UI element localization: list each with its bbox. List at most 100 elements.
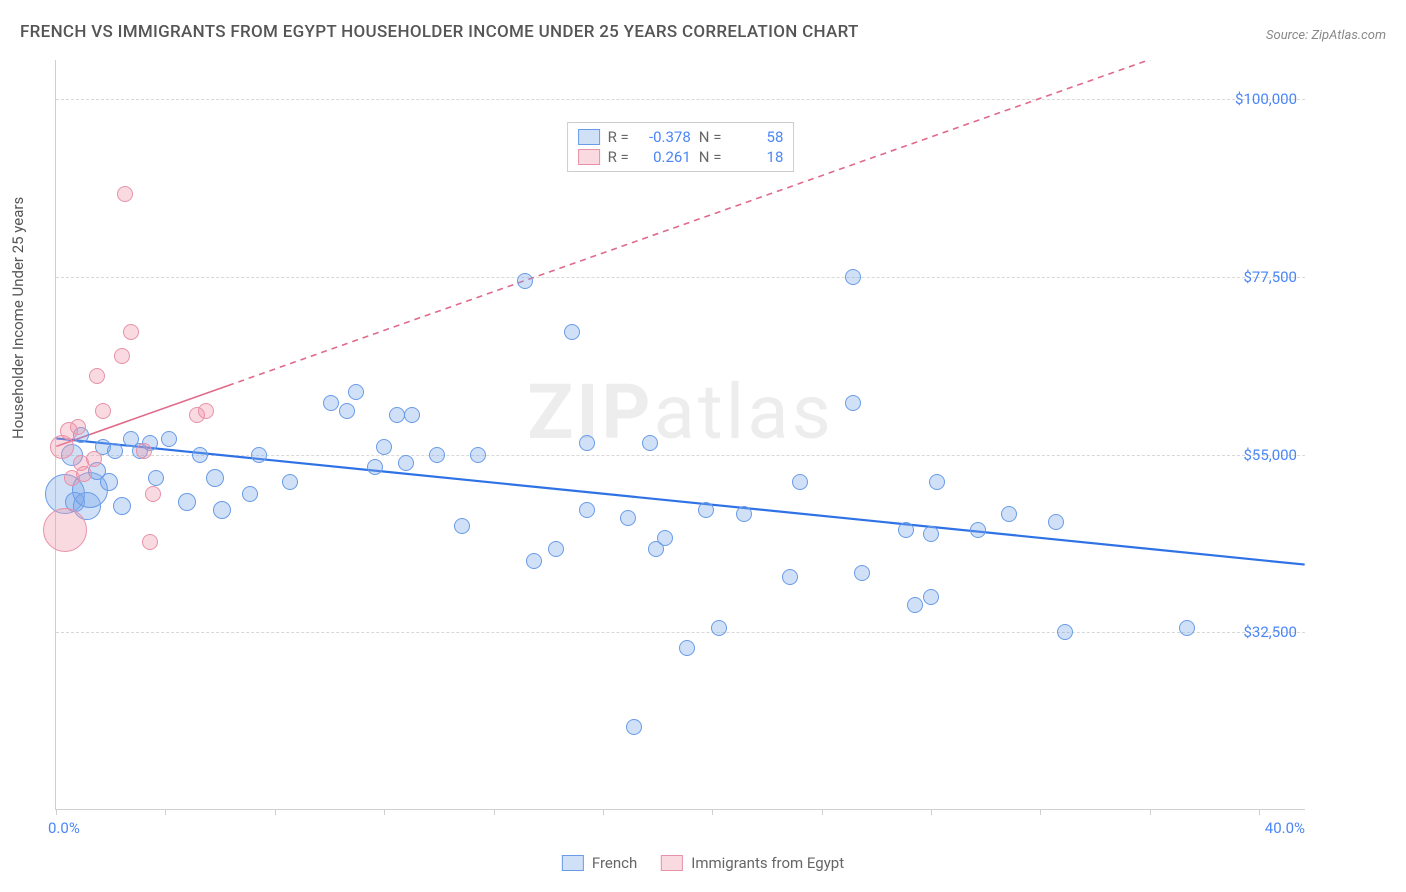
data-point: [89, 368, 105, 384]
data-point: [178, 493, 196, 511]
swatch-series1: [578, 129, 600, 145]
swatch-series2: [578, 149, 600, 165]
chart-title: FRENCH VS IMMIGRANTS FROM EGYPT HOUSEHOL…: [20, 22, 859, 42]
x-tick: [1040, 809, 1041, 815]
source-label: Source: ZipAtlas.com: [1266, 28, 1386, 43]
data-point: [517, 273, 533, 289]
data-point: [206, 469, 224, 487]
data-point: [43, 508, 87, 552]
legend-label-series2: Immigrants from Egypt: [691, 854, 844, 872]
x-tick: [712, 809, 713, 815]
data-point: [1057, 624, 1073, 640]
y-tick-label: $77,500: [1243, 268, 1297, 286]
x-tick: [165, 809, 166, 815]
data-point: [114, 348, 130, 364]
data-point: [854, 565, 870, 581]
data-point: [145, 486, 161, 502]
data-point: [923, 589, 939, 605]
x-tick: [384, 809, 385, 815]
data-point: [620, 510, 636, 526]
swatch-series2-icon: [661, 855, 683, 871]
x-tick: [1150, 809, 1151, 815]
data-point: [161, 431, 177, 447]
data-point: [323, 395, 339, 411]
data-point: [251, 447, 267, 463]
data-point: [923, 526, 939, 542]
y-tick-label: $100,000: [1235, 90, 1297, 108]
data-point: [70, 419, 86, 435]
stats-row-series1: R =-0.378 N =58: [578, 127, 784, 147]
x-tick: [822, 809, 823, 815]
data-point: [123, 324, 139, 340]
data-point: [1179, 620, 1195, 636]
data-point: [454, 518, 470, 534]
x-tick: [275, 809, 276, 815]
data-point: [929, 474, 945, 490]
x-tick: [1259, 809, 1260, 815]
data-point: [282, 474, 298, 490]
data-point: [792, 474, 808, 490]
data-point: [657, 530, 673, 546]
data-point: [736, 506, 752, 522]
data-point: [642, 435, 658, 451]
data-point: [907, 597, 923, 613]
data-point: [404, 407, 420, 423]
y-tick-label: $55,000: [1243, 446, 1297, 464]
data-point: [348, 384, 364, 400]
x-tick: [931, 809, 932, 815]
data-point: [117, 186, 133, 202]
x-axis-max: 40.0%: [1265, 819, 1305, 837]
data-point: [192, 447, 208, 463]
data-point: [1048, 514, 1064, 530]
stats-row-series2: R =0.261 N =18: [578, 147, 784, 167]
x-tick: [494, 809, 495, 815]
data-point: [76, 466, 92, 482]
data-point: [548, 541, 564, 557]
legend-item-series1: French: [562, 854, 637, 872]
data-point: [1001, 506, 1017, 522]
data-point: [579, 435, 595, 451]
data-point: [845, 395, 861, 411]
bottom-legend: French Immigrants from Egypt: [562, 854, 844, 872]
legend-item-series2: Immigrants from Egypt: [661, 854, 844, 872]
gridline: [56, 455, 1305, 456]
data-point: [398, 455, 414, 471]
data-point: [782, 569, 798, 585]
data-point: [136, 443, 152, 459]
data-point: [526, 553, 542, 569]
data-point: [429, 447, 445, 463]
stats-legend: R =-0.378 N =58 R =0.261 N =18: [567, 122, 795, 172]
gridline: [56, 632, 1305, 633]
x-tick: [56, 809, 57, 815]
data-point: [376, 439, 392, 455]
x-axis-min: 0.0%: [48, 819, 80, 837]
data-point: [113, 497, 131, 515]
legend-label-series1: French: [592, 854, 637, 872]
data-point: [213, 501, 231, 519]
watermark: ZIPatlas: [527, 367, 834, 457]
data-point: [198, 403, 214, 419]
data-point: [711, 620, 727, 636]
data-point: [339, 403, 355, 419]
gridline: [56, 99, 1305, 100]
data-point: [679, 640, 695, 656]
data-point: [970, 522, 986, 538]
data-point: [367, 459, 383, 475]
gridline: [56, 277, 1305, 278]
data-point: [698, 502, 714, 518]
data-point: [142, 534, 158, 550]
y-axis-label: Householder Income Under 25 years: [9, 197, 27, 439]
data-point: [626, 719, 642, 735]
y-tick-label: $32,500: [1243, 623, 1297, 641]
data-point: [845, 269, 861, 285]
data-point: [389, 407, 405, 423]
data-point: [564, 324, 580, 340]
data-point: [579, 502, 595, 518]
data-point: [86, 451, 102, 467]
plot-area: ZIPatlas $32,500$55,000$77,500$100,000 0…: [55, 60, 1305, 810]
data-point: [95, 403, 111, 419]
trend-lines: [56, 60, 1305, 809]
data-point: [242, 486, 258, 502]
data-point: [107, 443, 123, 459]
data-point: [898, 522, 914, 538]
